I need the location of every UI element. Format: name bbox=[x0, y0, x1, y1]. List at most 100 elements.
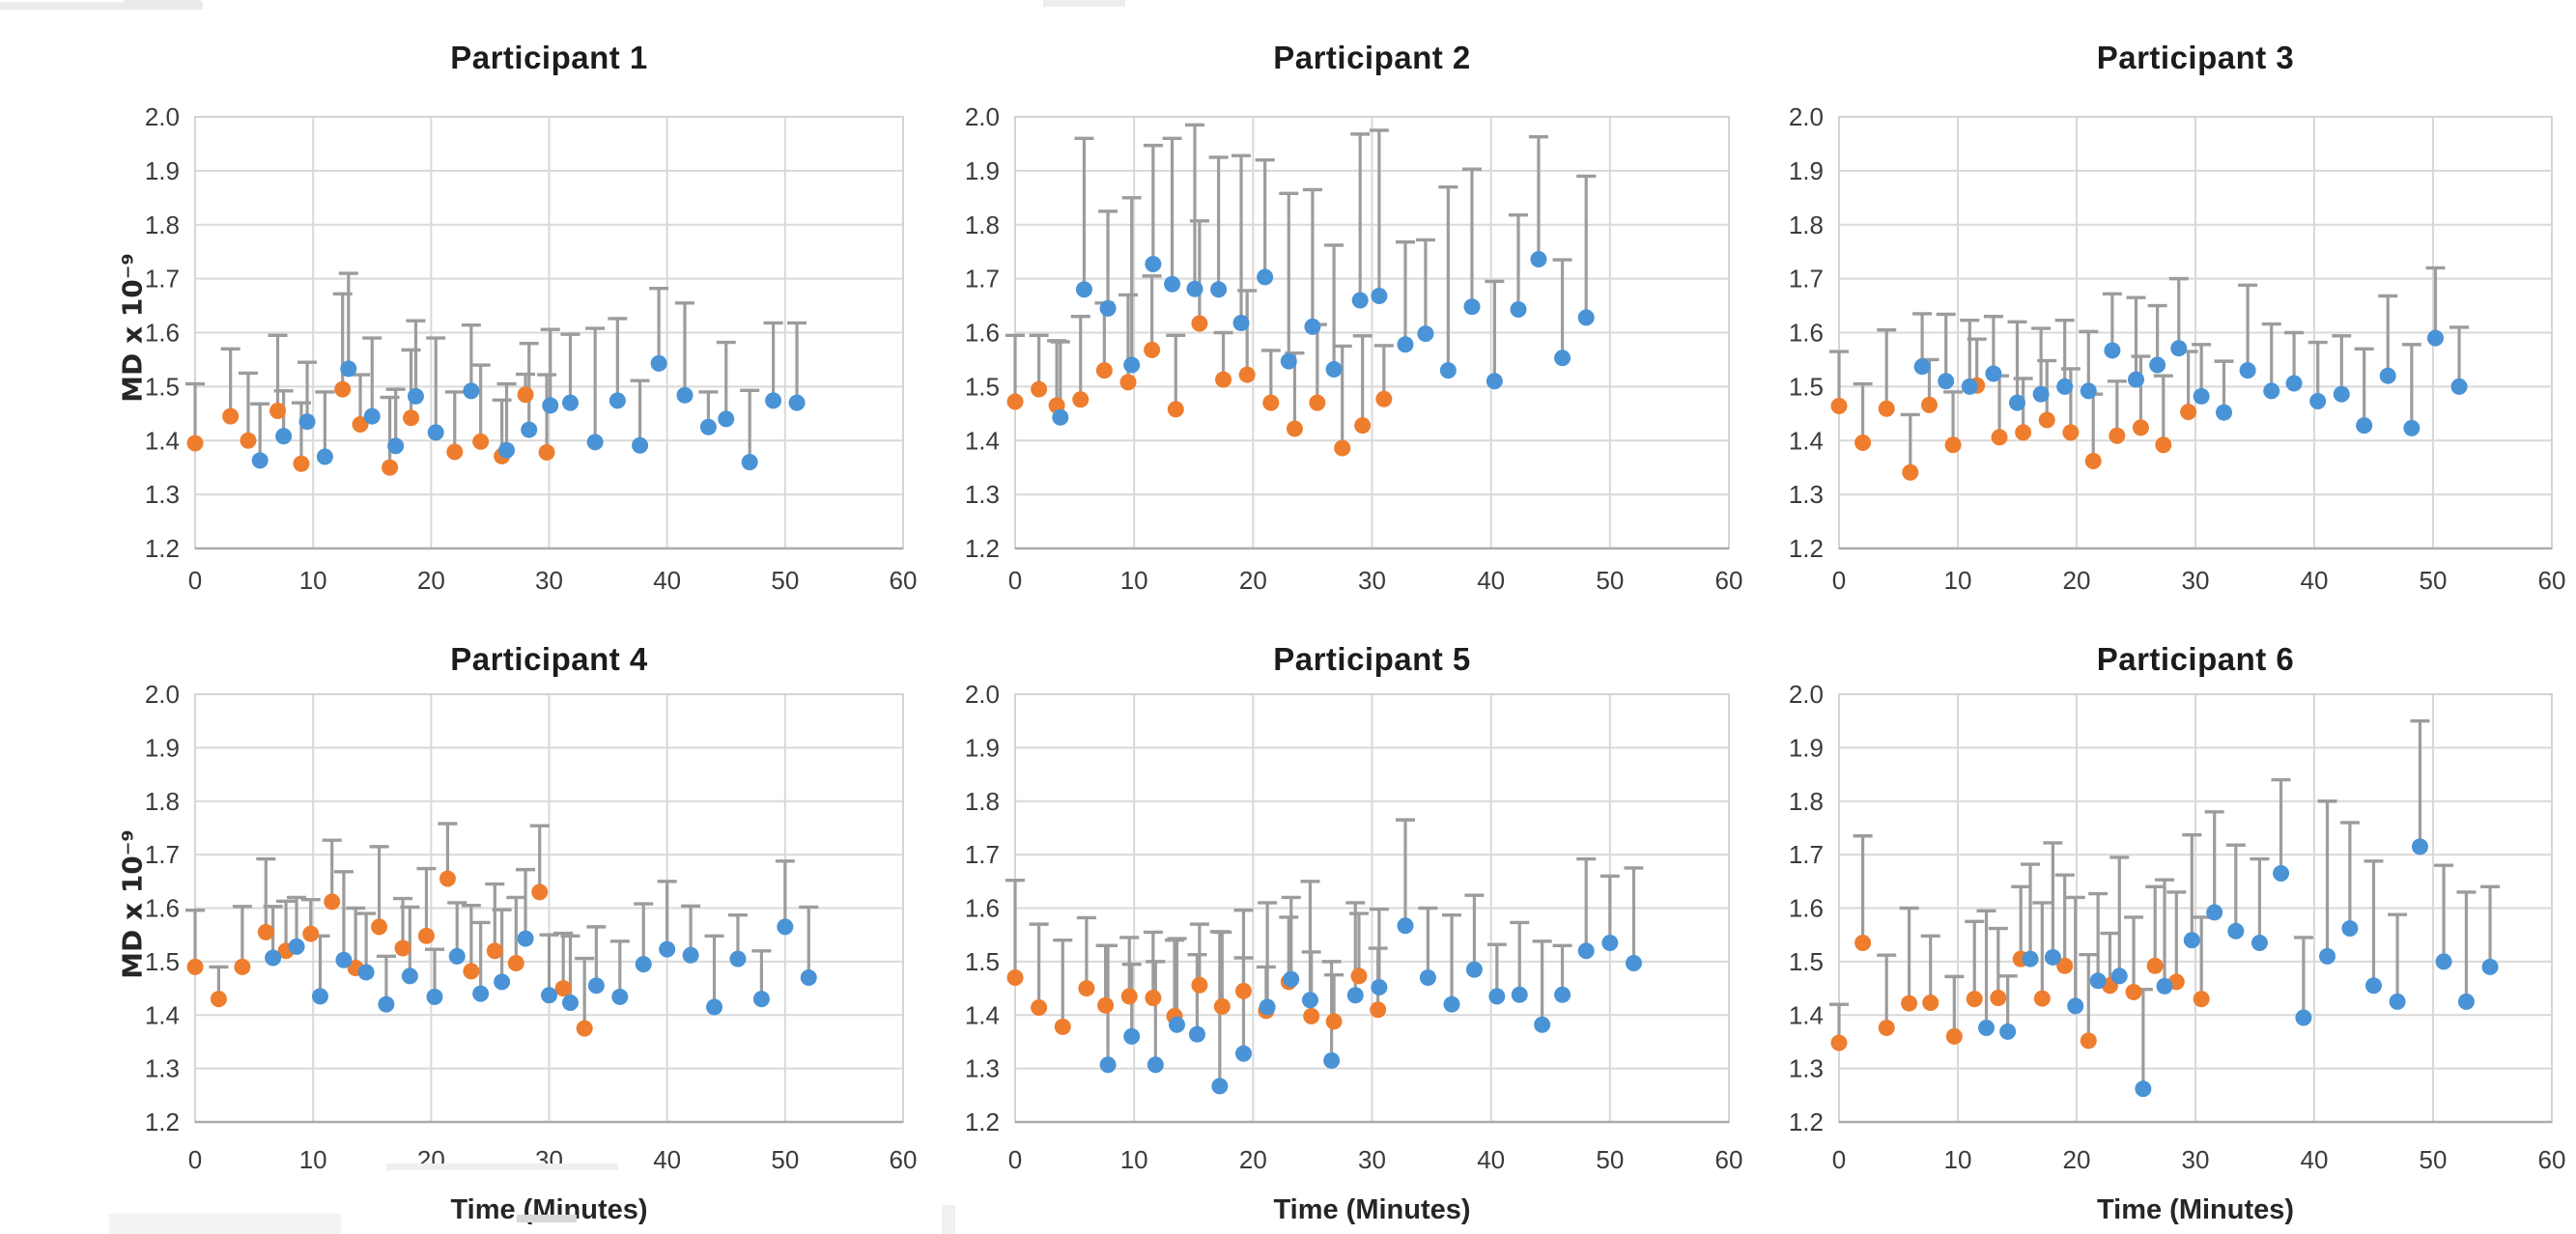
participant-3-scatter-plot: 1.2 1.3 1.4 1.5 1.6 1.7 1.8 1.9 2.0 0 10 20 30 40 50 60 bbox=[1789, 102, 2566, 595]
participant-4-panel: Participant 4 MD x 10⁻⁹ 1.2 1.3 1.4 1.5 1.6 1… bbox=[39, 614, 956, 1234]
svg-text:2.0: 2.0 bbox=[965, 102, 1000, 131]
svg-text:1.4: 1.4 bbox=[1789, 426, 1824, 455]
participant-6-panel: Participant 6 1.2 1.3 1.4 1.5 1.6 1.7 1.8 1.9 2.… bbox=[1777, 614, 2576, 1234]
svg-text:50: 50 bbox=[1596, 566, 1624, 595]
svg-text:1.2: 1.2 bbox=[1789, 1108, 1824, 1136]
svg-text:1.4: 1.4 bbox=[965, 1000, 1000, 1029]
svg-text:1.4: 1.4 bbox=[145, 426, 180, 455]
participant-2-panel: Participant 2 1.2 1.3 1.4 1.5 1.6 1.7 1.8 1.9 2.… bbox=[956, 15, 1777, 614]
svg-text:40: 40 bbox=[2301, 1145, 2329, 1174]
svg-text:40: 40 bbox=[653, 1145, 681, 1174]
svg-text:0: 0 bbox=[1008, 566, 1022, 595]
participant-2-scatter-plot: 1.2 1.3 1.4 1.5 1.6 1.7 1.8 1.9 2.0 0 10 20 30 40 50 60 bbox=[965, 102, 1743, 595]
svg-text:1.3: 1.3 bbox=[1789, 1054, 1824, 1083]
participant-6-scatter-plot: 1.2 1.3 1.4 1.5 1.6 1.7 1.8 1.9 2.0 0 10 20 30 40 50 60 bbox=[1789, 680, 2566, 1174]
svg-text:10: 10 bbox=[299, 566, 327, 595]
x-axis-label: Time (Minutes) bbox=[1273, 1194, 1471, 1225]
svg-text:10: 10 bbox=[1944, 566, 1972, 595]
chart-title: Participant 6 bbox=[2096, 641, 2295, 677]
svg-text:1.9: 1.9 bbox=[965, 156, 1000, 185]
chart-title: Participant 3 bbox=[2096, 40, 2295, 75]
svg-text:1.8: 1.8 bbox=[965, 210, 1000, 239]
svg-text:60: 60 bbox=[1715, 566, 1743, 595]
participant-5-panel: Participant 5 1.2 1.3 1.4 1.5 1.6 1.7 1.8 1.9 2.… bbox=[956, 614, 1777, 1234]
svg-text:30: 30 bbox=[535, 566, 563, 595]
svg-text:2.0: 2.0 bbox=[145, 680, 180, 709]
svg-text:1.6: 1.6 bbox=[965, 319, 1000, 348]
svg-text:1.7: 1.7 bbox=[965, 265, 1000, 294]
svg-text:50: 50 bbox=[2420, 566, 2448, 595]
svg-text:60: 60 bbox=[2538, 566, 2566, 595]
svg-text:1.9: 1.9 bbox=[145, 733, 180, 762]
participant-1-panel: Participant 1 MD x 10⁻⁹ 1.2 1.3 1.4 1.5 1.6 1… bbox=[39, 15, 956, 614]
svg-text:1.2: 1.2 bbox=[1789, 534, 1824, 563]
x-axis-label: Time (Minutes) bbox=[2096, 1194, 2295, 1225]
svg-text:60: 60 bbox=[1715, 1145, 1743, 1174]
svg-text:50: 50 bbox=[771, 1145, 799, 1174]
svg-text:1.3: 1.3 bbox=[965, 1054, 1000, 1083]
svg-text:1.3: 1.3 bbox=[145, 1054, 180, 1083]
svg-text:10: 10 bbox=[1120, 566, 1148, 595]
svg-text:1.2: 1.2 bbox=[145, 1108, 180, 1136]
scan-artifact bbox=[0, 2, 203, 10]
svg-text:50: 50 bbox=[771, 566, 799, 595]
svg-text:10: 10 bbox=[299, 1145, 327, 1174]
participant-5-scatter-plot: 1.2 1.3 1.4 1.5 1.6 1.7 1.8 1.9 2.0 0 10 20 30 40 50 60 bbox=[965, 680, 1743, 1174]
svg-text:1.8: 1.8 bbox=[145, 787, 180, 816]
svg-text:20: 20 bbox=[417, 566, 445, 595]
svg-text:10: 10 bbox=[1120, 1145, 1148, 1174]
svg-text:1.6: 1.6 bbox=[965, 894, 1000, 923]
svg-text:30: 30 bbox=[2182, 1145, 2210, 1174]
svg-text:60: 60 bbox=[890, 566, 918, 595]
svg-text:1.7: 1.7 bbox=[145, 265, 180, 294]
svg-text:2.0: 2.0 bbox=[145, 102, 180, 131]
svg-text:1.2: 1.2 bbox=[965, 534, 1000, 563]
svg-text:1.5: 1.5 bbox=[965, 372, 1000, 401]
svg-text:1.3: 1.3 bbox=[965, 480, 1000, 509]
svg-text:1.9: 1.9 bbox=[145, 156, 180, 185]
svg-text:60: 60 bbox=[2538, 1145, 2566, 1174]
svg-text:2.0: 2.0 bbox=[1789, 680, 1824, 709]
svg-text:1.5: 1.5 bbox=[965, 947, 1000, 976]
svg-text:1.3: 1.3 bbox=[145, 480, 180, 509]
svg-text:1.2: 1.2 bbox=[145, 534, 180, 563]
chart-title: Participant 1 bbox=[450, 40, 648, 75]
svg-text:1.6: 1.6 bbox=[145, 894, 180, 923]
svg-text:10: 10 bbox=[1944, 1145, 1972, 1174]
chart-title: Participant 4 bbox=[450, 641, 648, 677]
svg-text:1.5: 1.5 bbox=[1789, 947, 1824, 976]
svg-text:1.4: 1.4 bbox=[965, 426, 1000, 455]
svg-text:1.5: 1.5 bbox=[1789, 372, 1824, 401]
svg-text:50: 50 bbox=[2420, 1145, 2448, 1174]
svg-text:20: 20 bbox=[1239, 1145, 1267, 1174]
svg-text:1.5: 1.5 bbox=[145, 947, 180, 976]
svg-text:1.9: 1.9 bbox=[1789, 156, 1824, 185]
svg-text:1.7: 1.7 bbox=[965, 840, 1000, 869]
svg-text:30: 30 bbox=[1358, 566, 1386, 595]
svg-text:30: 30 bbox=[1358, 1145, 1386, 1174]
svg-text:1.8: 1.8 bbox=[1789, 787, 1824, 816]
svg-text:60: 60 bbox=[890, 1145, 918, 1174]
svg-text:1.6: 1.6 bbox=[1789, 319, 1824, 348]
participant-3-panel: Participant 3 1.2 1.3 1.4 1.5 1.6 1.7 1.8 1.9 2.… bbox=[1777, 15, 2576, 614]
participant-4-scatter-plot: 1.21.31.41.51.61.71.81.92.00 10 20 30 40 50 60 bbox=[145, 680, 918, 1174]
svg-text:1.7: 1.7 bbox=[1789, 265, 1824, 294]
svg-text:40: 40 bbox=[2301, 566, 2329, 595]
svg-text:0: 0 bbox=[1832, 566, 1846, 595]
svg-text:0: 0 bbox=[1008, 1145, 1022, 1174]
svg-text:0: 0 bbox=[188, 566, 202, 595]
svg-text:1.6: 1.6 bbox=[1789, 894, 1824, 923]
svg-text:1.5: 1.5 bbox=[145, 372, 180, 401]
svg-text:20: 20 bbox=[2063, 1145, 2091, 1174]
svg-text:1.3: 1.3 bbox=[1789, 480, 1824, 509]
svg-text:30: 30 bbox=[2182, 566, 2210, 595]
svg-text:40: 40 bbox=[1477, 566, 1505, 595]
svg-text:2.0: 2.0 bbox=[1789, 102, 1824, 131]
svg-text:1.4: 1.4 bbox=[145, 1000, 180, 1029]
svg-text:1.4: 1.4 bbox=[1789, 1000, 1824, 1029]
svg-text:1.8: 1.8 bbox=[965, 787, 1000, 816]
svg-text:0: 0 bbox=[188, 1145, 202, 1174]
scan-artifact bbox=[109, 1214, 341, 1234]
svg-text:1.8: 1.8 bbox=[1789, 210, 1824, 239]
